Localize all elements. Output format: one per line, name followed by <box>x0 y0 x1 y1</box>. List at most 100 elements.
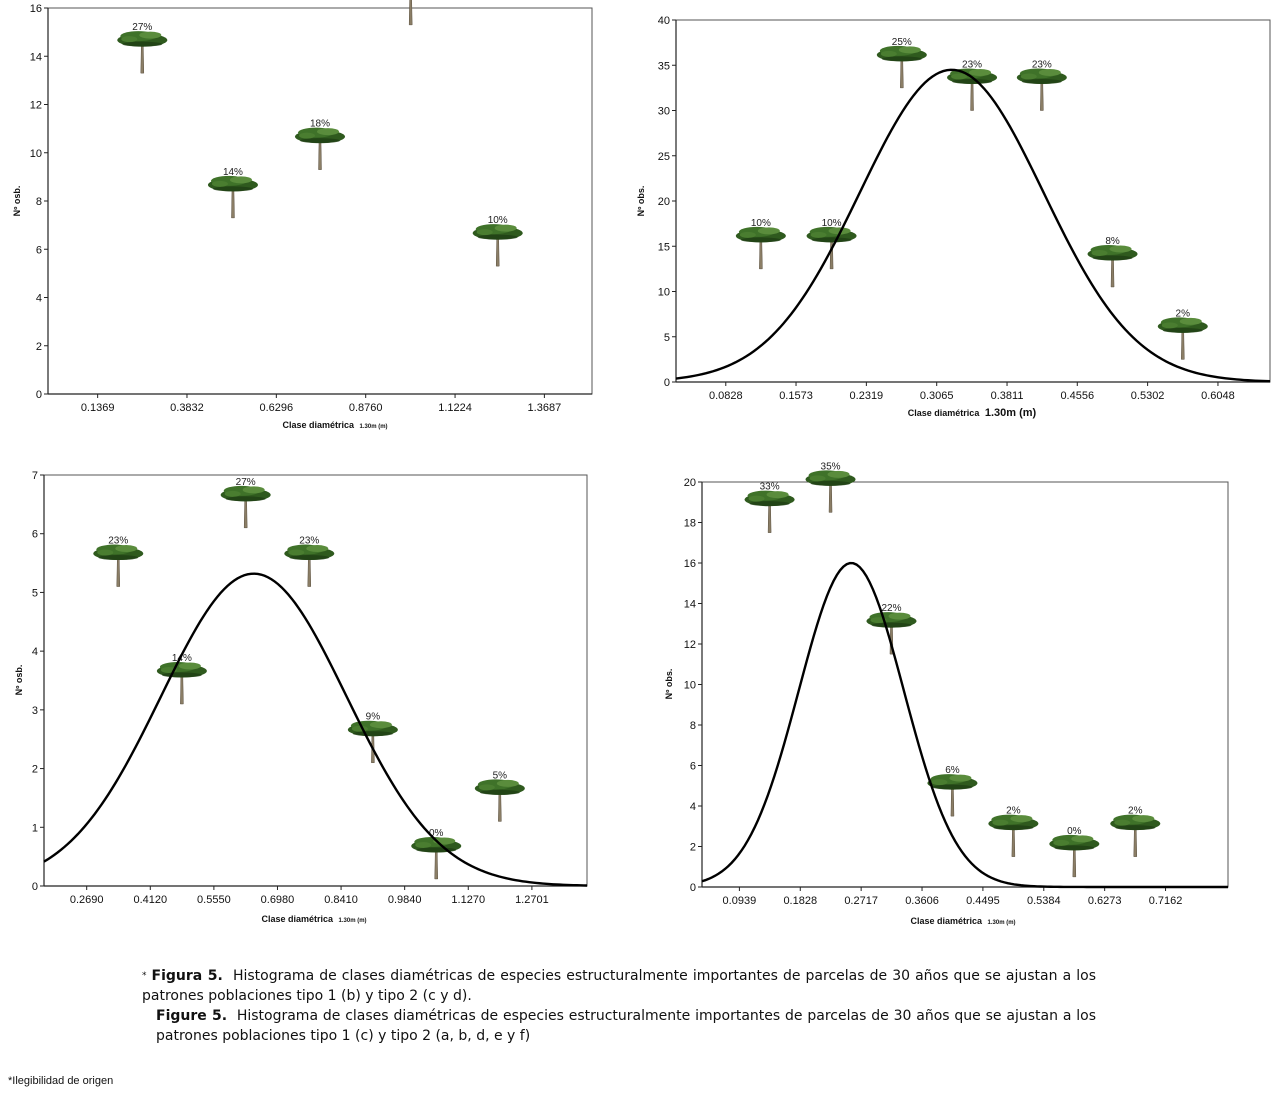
x-tick-label: 0.5302 <box>1131 390 1165 402</box>
figure-caption: * Figura 5. Histograma de clases diamétri… <box>142 966 1096 1046</box>
y-axis-label: Nº obs. <box>636 186 646 217</box>
normal-fit-curve <box>701 561 1228 889</box>
data-label: 23% <box>1032 60 1052 71</box>
x-tick-label: 0.1573 <box>779 390 813 402</box>
svg-text:Clase diamétrica 1.30m (: Clase diamétrica 1.30m (m) <box>282 420 387 430</box>
data-markers <box>117 0 523 267</box>
tree-marker-icon <box>156 661 207 705</box>
y-axis-label: Nº osb. <box>12 186 22 217</box>
tree-marker-icon <box>1110 814 1161 857</box>
y-tick-label: 20 <box>658 196 670 208</box>
svg-text:Clase diamétrica 1.30m (: Clase diamétrica 1.30m (m) <box>261 914 366 924</box>
y-tick-label: 0 <box>690 882 696 894</box>
data-label: 2% <box>1176 308 1191 319</box>
x-tick-label: 0.2319 <box>850 390 884 402</box>
x-tick-label: 0.4120 <box>133 894 167 906</box>
svg-text:Clase diamétrica 1.30m (: Clase diamétrica 1.30m (m) <box>908 407 1037 419</box>
x-tick-label: 0.5384 <box>1027 895 1061 907</box>
x-tick-label: 0.2717 <box>844 895 878 907</box>
y-tick-label: 5 <box>664 332 670 344</box>
y-tick-label: 4 <box>690 801 696 813</box>
x-tick-label: 0.6048 <box>1201 390 1235 402</box>
data-label: 27% <box>132 22 152 33</box>
y-tick-label: 0 <box>664 377 670 389</box>
y-tick-label: 2 <box>32 764 38 776</box>
y-tick-label: 4 <box>32 646 38 658</box>
plot-frame <box>43 474 588 887</box>
y-tick-label: 16 <box>684 558 696 570</box>
data-label: 6% <box>945 765 960 776</box>
x-axis-label: Clase diamétrica 1.30m (m) <box>261 914 366 924</box>
y-tick-label: 6 <box>36 244 42 256</box>
tree-marker-icon <box>805 470 856 513</box>
x-tick-label: 0.8760 <box>349 402 383 414</box>
x-tick-label: 0.3832 <box>170 402 204 414</box>
data-label: 35% <box>821 461 841 472</box>
data-label: 8% <box>1105 236 1120 247</box>
tree-marker-icon <box>735 226 786 270</box>
x-tick-label: 0.8410 <box>324 894 358 906</box>
data-label: 27% <box>236 477 256 488</box>
data-label: 2% <box>1128 806 1143 817</box>
data-label: 22% <box>881 603 901 614</box>
y-tick-label: 1 <box>32 822 38 834</box>
y-tick-label: 3 <box>32 705 38 717</box>
tree-marker-icon <box>866 612 917 655</box>
tree-marker-icon <box>1157 317 1208 360</box>
data-label: 9% <box>366 712 381 723</box>
data-label: 18% <box>310 119 330 130</box>
tree-marker-icon <box>284 544 335 587</box>
y-tick-label: 6 <box>690 761 696 773</box>
x-tick-label: 0.1828 <box>783 895 817 907</box>
data-markers <box>93 485 525 880</box>
data-label: 2% <box>1006 806 1021 817</box>
y-tick-label: 15 <box>658 241 670 253</box>
y-tick-label: 20 <box>684 477 696 489</box>
caption-es: * Figura 5. Histograma de clases diamétri… <box>142 968 1096 1004</box>
y-tick-label: 14 <box>30 51 42 63</box>
x-tick-label: 1.3687 <box>528 402 562 414</box>
x-tick-label: 0.3606 <box>905 895 939 907</box>
y-tick-label: 12 <box>684 639 696 651</box>
tree-marker-icon <box>1016 68 1067 111</box>
data-markers <box>744 470 1161 878</box>
x-tick-label: 0.3065 <box>920 390 954 402</box>
data-label: 0% <box>1067 826 1082 837</box>
chart-a: Clase diamétrica 1.30m (m) Nº osb. 0 2 4 6 8… <box>12 0 593 430</box>
tree-marker-icon <box>408 0 413 26</box>
tree-marker-icon <box>93 544 144 587</box>
x-tick-label: 0.5550 <box>197 894 231 906</box>
data-label: 14% <box>172 653 192 664</box>
y-axis-label: Nº osb. <box>14 665 24 696</box>
x-tick-label: 1.1224 <box>438 402 472 414</box>
x-tick-label: 0.0828 <box>709 390 743 402</box>
data-label: 10% <box>751 218 771 229</box>
y-tick-label: 10 <box>684 680 696 692</box>
y-tick-label: 35 <box>658 60 670 72</box>
x-tick-label: 1.2701 <box>515 894 549 906</box>
x-axis-label: Clase diamétrica 1.30m (m) <box>282 420 387 430</box>
chart-d: Clase diamétrica 1.30m (m) Nº obs. 0 2 4 6 8… <box>664 461 1229 926</box>
x-tick-label: 0.2690 <box>70 894 104 906</box>
data-label: 33% <box>760 482 780 493</box>
data-label: 14% <box>223 167 243 178</box>
y-tick-label: 0 <box>32 881 38 893</box>
y-tick-label: 14 <box>684 599 696 611</box>
y-tick-label: 5 <box>32 587 38 599</box>
y-axis-label: Nº obs. <box>664 669 674 700</box>
data-label: 10% <box>822 218 842 229</box>
y-tick-label: 4 <box>36 293 42 305</box>
chart-c: Clase diamétrica 1.30m (m) Nº osb. 0 1 2 3 4… <box>14 470 588 924</box>
y-tick-label: 10 <box>658 287 670 299</box>
x-tick-label: 0.4556 <box>1060 390 1094 402</box>
tree-marker-icon <box>295 127 345 170</box>
y-tick-label: 8 <box>36 196 42 208</box>
tree-marker-icon <box>207 175 258 219</box>
x-tick-label: 0.6296 <box>260 402 294 414</box>
x-tick-label: 0.9840 <box>388 894 422 906</box>
tree-marker-icon <box>1049 834 1100 878</box>
x-axis-label: Clase diamétrica 1.30m (m) <box>908 407 1037 419</box>
y-tick-label: 6 <box>32 529 38 541</box>
data-label: 10% <box>488 215 508 226</box>
data-label: 0% <box>429 828 444 839</box>
